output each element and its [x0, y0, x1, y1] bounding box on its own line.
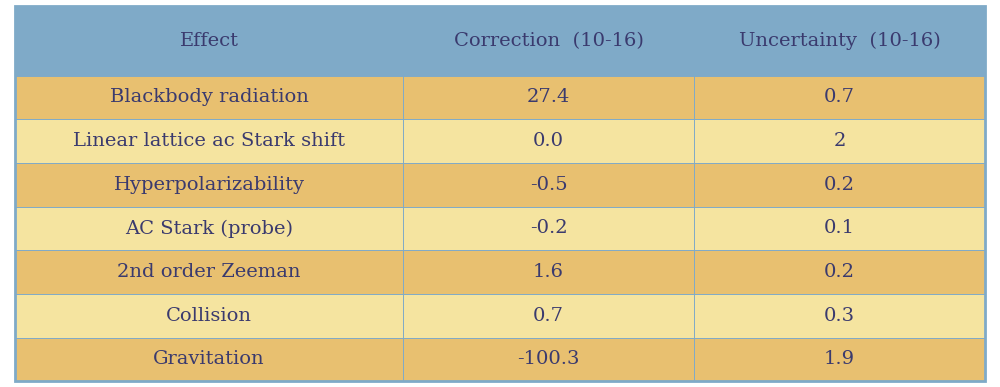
Text: 0.1: 0.1	[824, 219, 855, 237]
Text: 0.2: 0.2	[824, 263, 855, 281]
Text: Gravitation: Gravitation	[153, 350, 265, 368]
Text: 0.3: 0.3	[824, 307, 855, 325]
Text: 0.2: 0.2	[824, 176, 855, 194]
Text: 0.7: 0.7	[533, 307, 564, 325]
Text: 1.9: 1.9	[824, 350, 855, 368]
Text: -0.2: -0.2	[530, 219, 567, 237]
Text: Uncertainty  (10-16): Uncertainty (10-16)	[739, 32, 940, 50]
Text: -0.5: -0.5	[530, 176, 567, 194]
Text: 2: 2	[833, 132, 846, 150]
Bar	[15, 163, 985, 207]
Text: 0.7: 0.7	[824, 89, 855, 106]
Text: Correction  (10-16): Correction (10-16)	[454, 32, 643, 50]
Bar	[15, 294, 985, 337]
Text: Collision: Collision	[166, 307, 252, 325]
Text: Effect: Effect	[180, 32, 239, 50]
Bar	[15, 207, 985, 250]
Bar	[15, 337, 985, 381]
Text: Hyperpolarizability: Hyperpolarizability	[114, 176, 304, 194]
Text: -100.3: -100.3	[517, 350, 580, 368]
Text: AC Stark (probe): AC Stark (probe)	[125, 219, 293, 238]
Text: 0.0: 0.0	[533, 132, 564, 150]
Text: Linear lattice ac Stark shift: Linear lattice ac Stark shift	[73, 132, 345, 150]
Text: 27.4: 27.4	[527, 89, 570, 106]
Text: Blackbody radiation: Blackbody radiation	[110, 89, 308, 106]
Text: 2nd order Zeeman: 2nd order Zeeman	[117, 263, 301, 281]
Bar	[15, 250, 985, 294]
Bar	[15, 119, 985, 163]
Bar	[15, 6, 985, 75]
Bar	[15, 75, 985, 119]
Text: 1.6: 1.6	[533, 263, 564, 281]
